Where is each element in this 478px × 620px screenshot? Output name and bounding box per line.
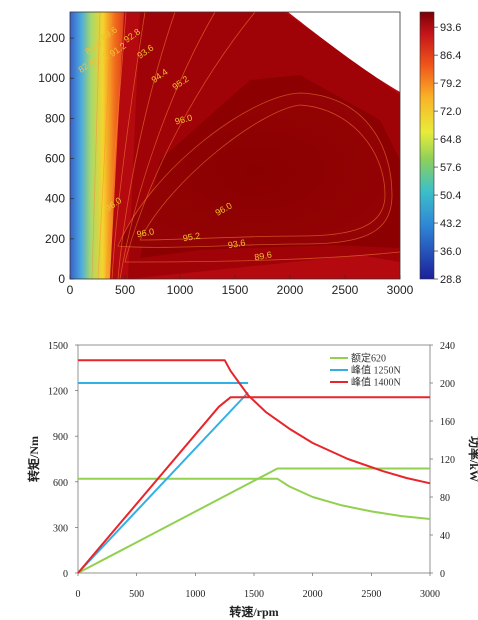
colorbar-ticks: 93.6 86.4 79.2 72.0 64.8 57.6 50.4 43.2 36.0 28.8 <box>434 22 461 286</box>
y-axis-label: 转矩/Nm <box>26 436 41 482</box>
efficiency-map: 82.484.087.289.691.292.893.694.4 95.296.0… <box>38 11 414 297</box>
legend-label: 峰值 1250N <box>351 364 401 377</box>
line-y2-tick-label: 200 <box>440 379 455 390</box>
heat-y-tick-label: 200 <box>45 232 65 246</box>
series-torque-line-2 <box>78 359 431 485</box>
contour-label: 93.6 <box>227 237 246 250</box>
colorbar: 93.6 86.4 79.2 72.0 64.8 57.6 50.4 43.2 36.0 28.8 <box>419 11 461 286</box>
contour-label: 95.2 <box>182 230 201 243</box>
heat-x-tick-label: 3000 <box>387 283 414 297</box>
line-y-tick-label: 1500 <box>48 341 68 352</box>
colorbar-tick-label: 28.8 <box>440 274 461 286</box>
colorbar-tick-label: 93.6 <box>440 22 461 34</box>
x-axis-label: 转速/rpm <box>229 604 278 619</box>
contour-label: 96.0 <box>136 226 155 239</box>
series-torque-line-0 <box>78 477 431 520</box>
heat-x-ticks: 0 500 1000 1500 2000 2500 3000 <box>67 275 414 297</box>
series-power-line-2 <box>77 396 430 574</box>
heat-y-tick-label: 800 <box>45 111 65 125</box>
line-y-tick-label: 0 <box>63 569 68 580</box>
heat-core <box>118 93 392 248</box>
line-x-tick-label: 1000 <box>185 589 205 600</box>
heat-x-tick-label: 2500 <box>332 283 359 297</box>
heat-y-ticks: 0 200 400 600 800 1000 1200 <box>38 31 74 286</box>
heat-y-tick-label: 600 <box>45 152 65 166</box>
heat-x-tick-label: 0 <box>67 283 74 297</box>
heat-y-tick-label: 1200 <box>38 31 65 45</box>
line-y-tick-label: 1200 <box>48 387 68 398</box>
line-x-tick-label: 500 <box>129 589 144 600</box>
line-x-tick-label: 1500 <box>244 589 264 600</box>
heat-y-tick-label: 1000 <box>38 71 65 85</box>
line-x-tick-label: 0 <box>76 589 81 600</box>
line-y2-tick-label: 0 <box>440 569 445 580</box>
heat-x-tick-label: 2000 <box>277 283 304 297</box>
colorbar-tick-label: 36.0 <box>440 246 461 258</box>
line-x-tick-label: 2000 <box>303 589 323 600</box>
series-power-line-0 <box>77 467 430 574</box>
line-y2-tick-label: 240 <box>440 341 455 352</box>
torque-power-chart: 0 500 1000 1500 2000 2500 3000 030060090012001… <box>26 341 478 619</box>
line-y-tick-label: 900 <box>53 432 68 443</box>
colorbar-tick-label: 79.2 <box>440 78 461 90</box>
line-y2-tick-label: 40 <box>440 531 450 542</box>
contour-label: 89.6 <box>254 250 273 263</box>
line-y2-ticks: 0 40 80 120 160 200 240 <box>430 341 455 580</box>
colorbar-scale <box>419 11 435 280</box>
y2-axis-label: 功率/kW <box>467 436 478 482</box>
colorbar-tick-label: 72.0 <box>440 106 461 118</box>
legend-label: 额定620 <box>351 352 386 365</box>
heat-infeasible-region <box>288 12 400 92</box>
line-x-tick-label: 3000 <box>420 589 440 600</box>
heat-y-tick-label: 0 <box>58 272 65 286</box>
colorbar-tick-label: 86.4 <box>440 50 461 62</box>
legend-label: 峰值 1400N <box>351 376 401 389</box>
heat-y-tick-label: 400 <box>45 192 65 206</box>
line-series <box>77 359 431 574</box>
line-x-tick-label: 2500 <box>361 589 381 600</box>
heat-contours <box>91 12 400 279</box>
line-y-ticks: 0 300 600 900 1200 1500 <box>48 341 78 580</box>
heat-x-tick-label: 1000 <box>167 283 194 297</box>
colorbar-tick-label: 57.6 <box>440 162 461 174</box>
line-y-tick-label: 600 <box>53 478 68 489</box>
colorbar-tick-label: 50.4 <box>440 190 461 202</box>
colorbar-tick-label: 43.2 <box>440 218 461 230</box>
contour-label: 96.0 <box>174 112 194 126</box>
line-y2-tick-label: 120 <box>440 455 455 466</box>
colorbar-tick-label: 64.8 <box>440 134 461 146</box>
series-power-line-1 <box>77 391 249 574</box>
line-y2-tick-label: 160 <box>440 417 455 428</box>
line-y-tick-label: 300 <box>53 523 68 534</box>
line-x-ticks: 0 500 1000 1500 2000 2500 3000 <box>76 573 440 600</box>
line-y2-tick-label: 80 <box>440 493 450 504</box>
heat-x-tick-label: 500 <box>115 283 135 297</box>
heat-x-tick-label: 1500 <box>222 283 249 297</box>
